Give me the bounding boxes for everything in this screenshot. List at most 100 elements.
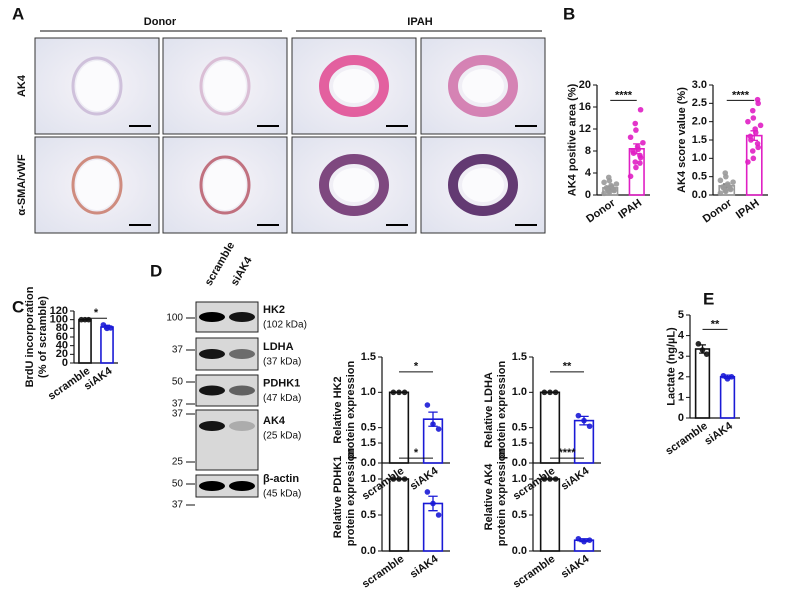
y-tick-label: 4 <box>585 167 592 179</box>
row-label: α-SMA/vWF <box>16 154 28 215</box>
data-point <box>695 341 702 347</box>
significance-label: * <box>94 307 99 319</box>
marker-label: 50 <box>172 377 184 388</box>
y-tick-label: 0.0 <box>361 545 376 557</box>
x-tick-label: Donor <box>584 197 618 226</box>
y-axis-label: Relative PDHK1 <box>332 456 344 539</box>
blot-band <box>229 481 255 491</box>
data-point <box>637 152 643 159</box>
lane-label: siAK4 <box>229 254 255 288</box>
data-point <box>605 174 612 181</box>
y-tick-label: 0.0 <box>361 457 376 469</box>
vessel-wall <box>199 155 251 215</box>
data-point <box>750 115 757 121</box>
significance-label: ** <box>563 361 572 373</box>
data-point <box>613 181 620 187</box>
blot-band <box>199 349 225 359</box>
data-point <box>435 426 442 432</box>
vessel-lumen <box>333 168 375 202</box>
vessel-lumen <box>333 69 375 103</box>
y-axis-label: AK4 score value (%) <box>676 87 688 193</box>
y-axis-label: Relative LDHA <box>483 372 495 448</box>
data-point <box>107 325 114 331</box>
y-tick-label: 1.5 <box>512 351 527 363</box>
data-point <box>547 389 553 396</box>
data-point <box>627 134 634 141</box>
bar <box>719 375 736 419</box>
protein-name: AK4 <box>263 415 286 427</box>
data-point <box>575 412 582 419</box>
data-point <box>720 372 727 379</box>
bar <box>539 478 561 552</box>
blot-strip <box>195 409 259 471</box>
y-tick-label: 2 <box>678 371 684 383</box>
y-tick-label: 0.5 <box>512 422 527 434</box>
data-point <box>750 155 757 162</box>
data-point <box>581 417 587 424</box>
data-point <box>640 139 646 146</box>
x-tick-label: Donor <box>701 197 735 226</box>
x-tick-label: IPAH <box>616 197 644 221</box>
x-tick-label: scramble <box>360 553 406 589</box>
vessel-lumen <box>462 168 504 202</box>
data-point <box>720 184 726 190</box>
data-point <box>749 107 756 114</box>
panel-label: B <box>563 4 575 23</box>
data-point <box>724 181 731 187</box>
y-tick-label: 1.5 <box>512 437 527 449</box>
blot-band <box>229 385 255 396</box>
significance-label: **** <box>558 447 576 459</box>
y-axis-label: protein expression <box>496 448 508 547</box>
data-point <box>724 376 731 382</box>
y-tick-label: 1.5 <box>361 437 376 449</box>
y-axis-label: protein expression <box>345 361 357 460</box>
data-point <box>632 120 639 127</box>
data-point <box>541 476 548 482</box>
data-point <box>424 489 431 495</box>
bar <box>694 348 711 419</box>
blot-band <box>229 421 255 431</box>
data-point <box>601 179 607 186</box>
data-point <box>430 421 436 427</box>
data-point <box>581 538 587 545</box>
bar <box>388 391 410 464</box>
y-tick-label: 8 <box>585 145 591 157</box>
data-point <box>611 187 617 194</box>
marker-label: 100 <box>166 313 183 324</box>
data-point <box>752 126 758 132</box>
protein-size: (102 kDa) <box>263 320 307 331</box>
x-tick-label: siAK4 <box>559 553 592 581</box>
blot-band <box>229 349 255 359</box>
y-tick-label: 2.0 <box>692 116 707 128</box>
data-point <box>435 512 442 518</box>
marker-label: 37 <box>172 399 184 410</box>
data-point <box>100 322 107 328</box>
data-point <box>745 118 751 125</box>
vessel-wall <box>71 56 123 116</box>
blot-band <box>199 385 225 396</box>
data-point <box>634 143 641 150</box>
y-tick-label: 1.0 <box>512 386 527 398</box>
protein-name: β-actin <box>263 473 299 485</box>
data-point <box>722 170 729 176</box>
y-tick-label: 0.5 <box>361 509 376 521</box>
y-tick-label: 0.0 <box>512 545 527 557</box>
marker-label: 25 <box>172 457 184 468</box>
protein-size: (47 kDa) <box>263 393 301 404</box>
data-point <box>430 500 436 507</box>
data-point <box>586 423 593 430</box>
vessel-wall <box>448 154 518 216</box>
y-tick-label: 16 <box>579 101 591 113</box>
protein-name: HK2 <box>263 304 285 316</box>
protein-name: PDHK1 <box>263 377 300 389</box>
data-point <box>601 190 607 197</box>
x-tick-label: scramble <box>511 553 557 589</box>
row-label: AK4 <box>16 74 28 97</box>
data-point <box>730 179 736 185</box>
data-point <box>637 106 644 113</box>
y-tick-label: 4 <box>678 330 685 342</box>
vessel-lumen <box>204 61 246 111</box>
panel-label: D <box>150 261 162 280</box>
x-tick-label: IPAH <box>734 197 762 221</box>
